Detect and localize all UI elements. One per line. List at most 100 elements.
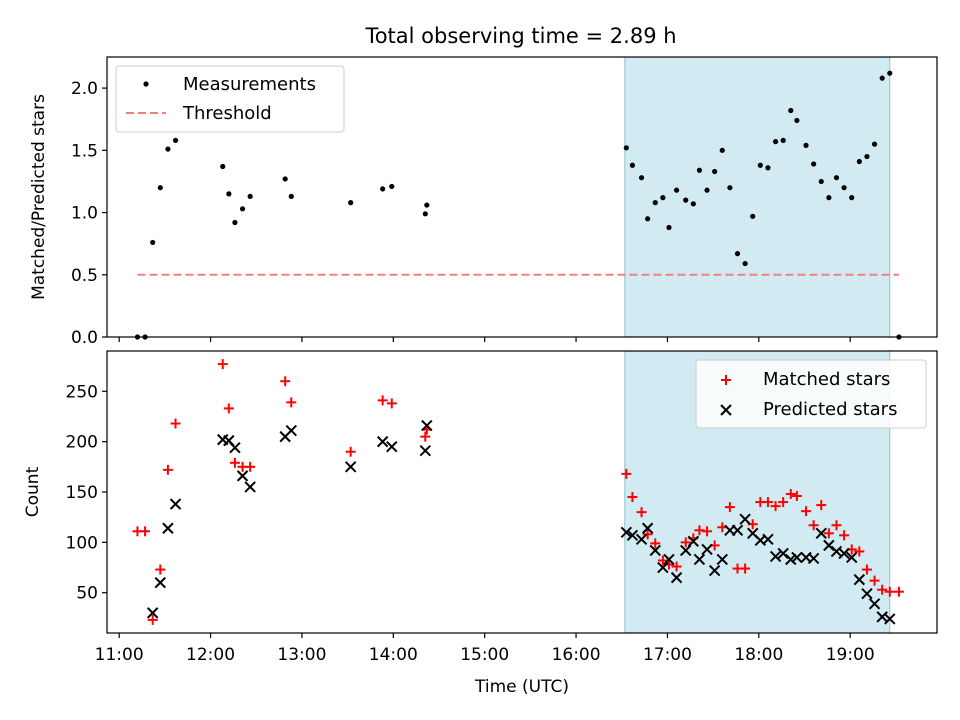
legend-x-glyph bbox=[720, 404, 732, 416]
matched-star-point bbox=[657, 555, 668, 566]
top-legend-box bbox=[115, 65, 345, 133]
measurement-point bbox=[239, 206, 246, 212]
predicted-star-point bbox=[815, 527, 827, 539]
measurement-point bbox=[794, 117, 800, 124]
matched-star-point bbox=[893, 586, 904, 597]
matched-star-point bbox=[636, 507, 647, 518]
predicted-star-point bbox=[657, 561, 669, 574]
predicted-star-point bbox=[244, 481, 256, 493]
matched-star-point bbox=[702, 526, 713, 537]
matched-star-point bbox=[621, 468, 632, 479]
predicted-star-point bbox=[680, 544, 692, 557]
matched-star-point bbox=[386, 398, 397, 409]
measurement-point bbox=[220, 163, 226, 170]
predicted-star-point bbox=[154, 576, 167, 589]
predicted-star-point bbox=[146, 607, 159, 619]
measurement-point bbox=[719, 147, 725, 153]
legend-label-matched: Matched stars bbox=[763, 369, 890, 390]
x-axis-label: Time (UTC) bbox=[474, 677, 569, 697]
matched-star-point bbox=[785, 489, 796, 500]
matched-star-point bbox=[861, 564, 872, 575]
matched-star-point bbox=[869, 575, 880, 586]
predicted-star-point bbox=[620, 526, 633, 538]
predicted-star-point bbox=[376, 435, 389, 448]
predicted-star-point bbox=[635, 533, 648, 546]
predicted-star-point bbox=[649, 544, 661, 557]
matched-star-point bbox=[345, 446, 356, 457]
matched-star-point bbox=[377, 395, 388, 406]
bottom-y-axis-label: Count bbox=[23, 466, 43, 517]
matched-star-point bbox=[884, 586, 895, 597]
measurement-point bbox=[638, 175, 645, 181]
measurement-point bbox=[765, 165, 771, 171]
matched-star-point bbox=[245, 461, 256, 472]
measurement-point bbox=[623, 145, 629, 151]
predicted-star-point bbox=[853, 573, 866, 586]
top-y-axis-label: Matched/Predicted stars bbox=[29, 94, 49, 300]
matched-star-point bbox=[877, 584, 888, 595]
matched-star-point bbox=[854, 546, 865, 557]
measurement-point bbox=[803, 142, 809, 148]
measurement-point bbox=[727, 185, 733, 191]
bottom-xtick-label: 19:00 bbox=[826, 645, 875, 665]
bottom-panel: 50 100 150 200 250 11:00 12:00 13:00 14:00 15:00… bbox=[23, 350, 938, 697]
matched-star-point bbox=[650, 538, 661, 549]
measurement-point bbox=[422, 211, 428, 217]
bottom-xtick-label: 11:00 bbox=[95, 645, 144, 665]
measurement-point bbox=[247, 193, 253, 199]
predicted-star-point bbox=[641, 522, 654, 534]
legend-plus-glyph bbox=[721, 375, 731, 385]
predicted-star-point bbox=[807, 552, 820, 565]
predicted-star-point bbox=[229, 441, 241, 454]
predicted-star-point bbox=[708, 564, 721, 577]
predicted-star-point bbox=[285, 424, 297, 437]
bottom-plot-frame bbox=[106, 350, 938, 634]
measurement-point bbox=[841, 185, 847, 191]
matched-star-point bbox=[155, 564, 166, 575]
bottom-xtick-label: 14:00 bbox=[369, 645, 418, 665]
predicted-star-point bbox=[716, 553, 728, 566]
bottom-ytick-label: 150 bbox=[66, 483, 98, 503]
measurement-point bbox=[652, 200, 658, 206]
measurement-point bbox=[226, 191, 232, 197]
measurement-point bbox=[833, 175, 840, 181]
measurement-point bbox=[734, 251, 741, 257]
predicted-star-point bbox=[344, 461, 357, 473]
measurement-point bbox=[871, 141, 878, 147]
matched-star-point bbox=[162, 464, 173, 475]
measurement-point bbox=[772, 139, 779, 145]
top-ytick-label: 0.0 bbox=[71, 328, 98, 348]
bottom-xtick-label: 12:00 bbox=[186, 645, 235, 665]
legend-marker-measurements bbox=[143, 81, 149, 87]
predicted-star-point bbox=[419, 445, 432, 457]
measurement-point bbox=[380, 186, 386, 192]
predicted-star-point bbox=[386, 440, 398, 453]
bottom-ytick-label: 100 bbox=[66, 533, 98, 553]
predicted-star-point bbox=[769, 550, 782, 563]
matched-star-point bbox=[642, 529, 653, 540]
measurement-point bbox=[666, 224, 672, 231]
measurement-point bbox=[150, 239, 156, 246]
matched-star-point bbox=[808, 520, 819, 531]
predicted-star-point bbox=[868, 598, 881, 610]
legend-label-threshold: Threshold bbox=[182, 103, 272, 124]
chart-title: Total observing time = 2.89 h bbox=[364, 24, 676, 48]
matched-star-point bbox=[770, 501, 781, 512]
measurement-point bbox=[660, 195, 666, 201]
matched-star-point bbox=[801, 506, 812, 517]
bottom-xtick-label: 16:00 bbox=[552, 645, 601, 665]
measurement-point bbox=[704, 187, 710, 193]
predicted-star-point bbox=[785, 553, 797, 566]
measurement-point bbox=[165, 146, 171, 152]
predicted-star-point bbox=[884, 613, 896, 625]
matched-star-point bbox=[671, 561, 682, 572]
top-panel: 0.00.51.01.52.0 Matched/Predicted stars … bbox=[29, 56, 938, 348]
bottom-xtick-label: 13:00 bbox=[277, 645, 326, 665]
measurement-point bbox=[818, 178, 824, 185]
matched-star-point bbox=[140, 526, 151, 537]
matched-star-point bbox=[839, 530, 850, 541]
bottom-xtick-label: 18:00 bbox=[734, 645, 783, 665]
measurement-point bbox=[712, 168, 718, 175]
predicted-star-point bbox=[663, 553, 675, 566]
measurement-point bbox=[887, 70, 893, 76]
